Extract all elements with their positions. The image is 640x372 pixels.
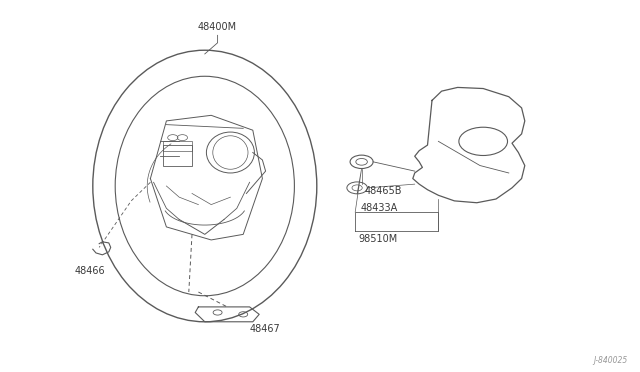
Text: J-840025: J-840025 (593, 356, 627, 365)
Text: 48433A: 48433A (360, 203, 397, 213)
Text: 98510M: 98510M (358, 234, 397, 244)
Text: 48467: 48467 (250, 324, 280, 334)
Text: 48466: 48466 (74, 266, 105, 276)
Text: 48400M: 48400M (198, 22, 237, 32)
Text: 48465B: 48465B (365, 186, 403, 196)
